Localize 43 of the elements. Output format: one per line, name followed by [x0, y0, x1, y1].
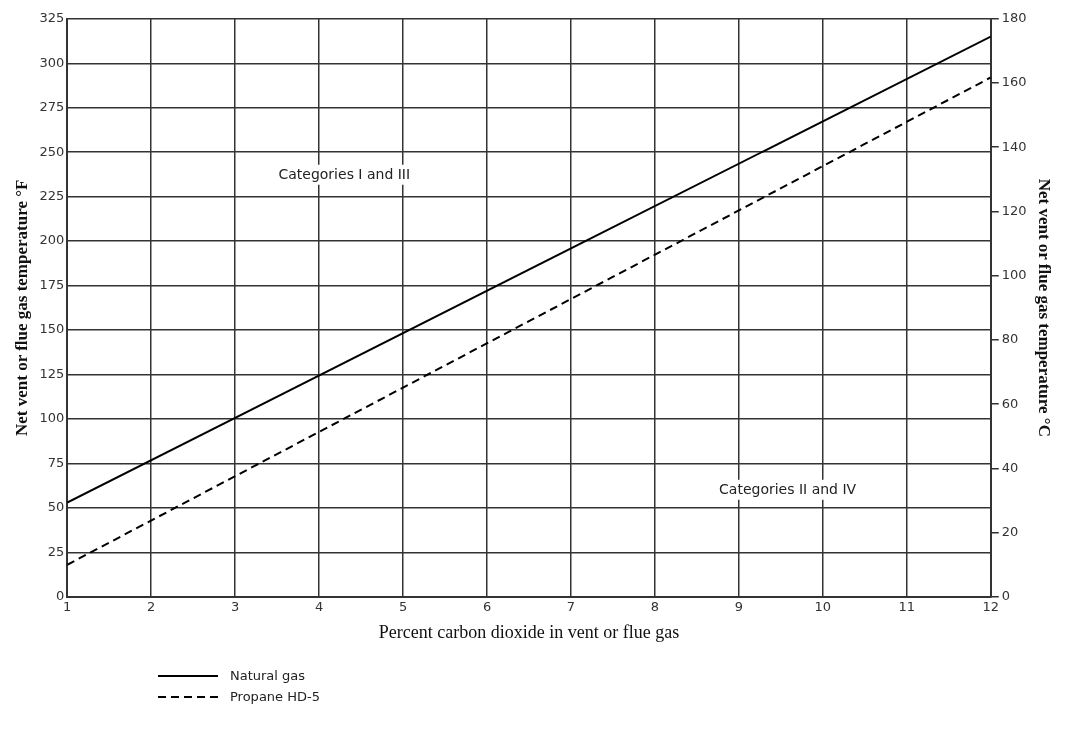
y-tick-label: 100	[39, 410, 65, 426]
y2-tick-label: 120	[1001, 202, 1027, 218]
y2-tick-label: 60	[1001, 395, 1019, 411]
y-tick-label: 200	[39, 232, 65, 248]
y2-tick-label: 140	[1001, 138, 1027, 154]
y2-tick-label: 180	[1001, 10, 1027, 26]
y2-tick-label: 20	[1001, 523, 1019, 539]
x-tick-label: 1	[63, 598, 72, 614]
y-tick-label: 150	[39, 321, 65, 337]
legend-label: Natural gas	[230, 668, 306, 683]
x-tick-label: 9	[734, 598, 744, 614]
y-tick-label: 50	[47, 499, 65, 515]
y2-tick-label: 160	[1001, 74, 1027, 90]
x-tick-label: 2	[147, 598, 156, 614]
x-tick-label: 5	[398, 598, 408, 614]
y2-tick-label: 0	[1001, 588, 1011, 604]
y-tick-label: 225	[39, 188, 65, 204]
x-tick-label: 8	[650, 598, 660, 614]
y-tick-label: 25	[47, 543, 65, 559]
y-tick-label: 0	[55, 588, 65, 604]
y-tick-label: 275	[39, 99, 65, 115]
y2-tick-label: 80	[1001, 331, 1019, 347]
y-tick-label: 250	[39, 143, 65, 159]
y2-tick-label: 100	[1001, 267, 1027, 283]
y-tick-label: 75	[47, 454, 65, 470]
x-tick-label: 11	[898, 598, 916, 614]
y-tick-label: 125	[39, 365, 65, 381]
y2-tick-label: 40	[1001, 459, 1019, 475]
y2-axis-title: Net vent or flue gas temperature °C	[1035, 178, 1055, 437]
annotation: Categories I and III	[278, 165, 411, 182]
x-tick-label: 4	[314, 598, 324, 614]
y-axis-title: Net vent or flue gas temperature °F	[11, 179, 31, 436]
x-tick-label: 3	[230, 598, 240, 614]
x-tick-label: 6	[482, 598, 492, 614]
y-tick-label: 325	[39, 10, 65, 26]
annotation: Categories II and IV	[719, 480, 857, 497]
x-axis-title: Percent carbon dioxide in vent or flue gas	[378, 621, 680, 642]
legend-label: Propane HD-5	[230, 689, 320, 704]
x-tick-label: 10	[814, 598, 832, 614]
y-tick-label: 300	[39, 54, 65, 70]
y-tick-label: 175	[39, 276, 65, 292]
x-tick-label: 12	[982, 598, 1000, 614]
x-tick-label: 7	[566, 598, 576, 614]
